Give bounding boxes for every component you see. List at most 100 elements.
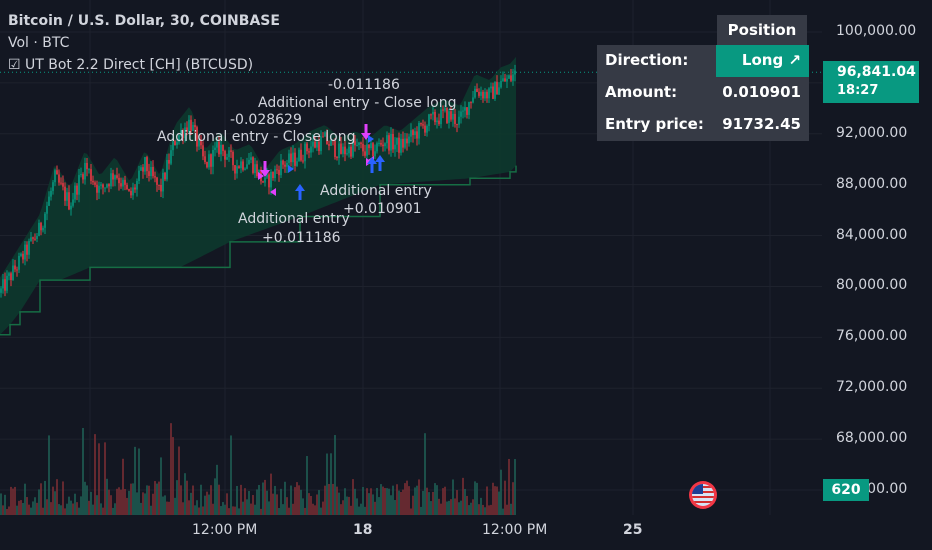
candle-body <box>404 138 406 148</box>
candle-body <box>442 109 444 111</box>
volume-bar <box>100 503 102 515</box>
exit-marker-icon <box>270 188 276 196</box>
candle-body <box>438 120 440 125</box>
candle-body <box>60 182 62 184</box>
sell-arrow-icon <box>260 161 270 177</box>
volume-bar <box>272 493 274 515</box>
candle-body <box>230 150 232 152</box>
candle-body <box>454 113 456 124</box>
indicator-legend[interactable]: ☑ UT Bot 2.2 Direct [CH] (BTCUSD) <box>8 57 254 73</box>
candle-body <box>278 169 280 176</box>
volume-bar <box>180 485 182 515</box>
candle-body <box>32 237 34 239</box>
candle-body <box>194 125 196 128</box>
candle-body <box>210 154 212 167</box>
volume-bar <box>468 505 470 515</box>
volume-bar <box>350 505 352 515</box>
candle-body <box>378 142 380 144</box>
volume-bar <box>506 504 508 515</box>
volume-bar <box>196 500 198 515</box>
candle-body <box>172 141 174 151</box>
candle-body <box>190 119 192 131</box>
candle-body <box>494 81 496 99</box>
volume-bar <box>92 504 94 515</box>
volume-bar <box>368 493 370 515</box>
volume-bar <box>330 453 332 515</box>
volume-bar <box>104 442 106 515</box>
volume-bar <box>44 480 46 515</box>
volume-bar <box>60 505 62 515</box>
volume-bar <box>286 497 288 515</box>
candle-body <box>390 133 392 151</box>
volume-legend[interactable]: Vol · BTC <box>8 35 70 51</box>
price-tick-label: 72,000.00 <box>836 379 908 396</box>
volume-bar <box>258 484 260 515</box>
candle-body <box>156 177 158 185</box>
volume-bar <box>402 489 404 515</box>
candle-body <box>234 165 236 174</box>
volume-bar <box>404 483 406 515</box>
candle-body <box>280 160 282 176</box>
candle-body <box>26 244 28 255</box>
candle-body <box>84 162 86 180</box>
amount-row: Amount: 0.010901 <box>597 77 809 109</box>
volume-bar <box>124 489 126 515</box>
volume-bar <box>394 500 396 515</box>
candle-body <box>152 167 154 177</box>
volume-bar <box>380 484 382 515</box>
annotation-1-amount: -0.011186 <box>328 77 400 93</box>
candle-body <box>12 265 14 281</box>
volume-bar <box>370 488 372 515</box>
volume-bar <box>216 464 218 515</box>
volume-bar <box>498 491 500 515</box>
volume-bar <box>254 504 256 515</box>
us-flag-icon[interactable] <box>689 481 717 509</box>
volume-bar <box>10 486 12 515</box>
time-tick-label: 12:00 PM <box>482 522 548 538</box>
volume-bar <box>462 477 464 515</box>
volume-bar <box>398 490 400 515</box>
candle-body <box>170 150 172 164</box>
volume-bars <box>0 423 516 515</box>
candle-body <box>116 175 118 178</box>
volume-bar <box>230 435 232 515</box>
time-tick-label: 25 <box>623 522 643 538</box>
price-tick-label: 92,000.00 <box>836 124 908 141</box>
symbol-title[interactable]: Bitcoin / U.S. Dollar, 30, COINBASE <box>8 13 280 29</box>
volume-bar <box>88 500 90 515</box>
amount-value: 0.010901 <box>722 83 801 101</box>
candle-body <box>182 130 184 139</box>
candle-body <box>144 157 146 172</box>
volume-bar <box>32 501 34 515</box>
volume-bar <box>352 479 354 515</box>
price-tick-label: 80,000.00 <box>836 277 908 294</box>
volume-bar <box>220 506 222 515</box>
candle-body <box>204 156 206 162</box>
candle-body <box>98 185 100 193</box>
volume-bar <box>64 508 66 515</box>
volume-bar <box>302 498 304 515</box>
candle-body <box>208 154 210 168</box>
volume-bar <box>270 473 272 515</box>
annotation-4-label: Additional entry <box>238 211 350 227</box>
volume-bar <box>294 487 296 515</box>
volume-bar <box>12 488 14 515</box>
candle-body <box>78 175 80 195</box>
candle-body <box>478 91 480 96</box>
volume-bar <box>266 490 268 515</box>
volume-bar <box>436 485 438 515</box>
volume-bar <box>122 458 124 515</box>
candle-body <box>328 144 330 146</box>
volume-bar <box>212 503 214 515</box>
candle-body <box>352 141 354 157</box>
candle-body <box>502 78 504 82</box>
volume-bar <box>70 500 72 515</box>
volume-bar <box>420 506 422 515</box>
candle-body <box>294 152 296 166</box>
volume-bar <box>260 508 262 515</box>
position-header: Position <box>717 15 807 45</box>
candle-body <box>512 74 514 81</box>
volume-bar <box>298 485 300 515</box>
trade-markers <box>258 124 385 200</box>
